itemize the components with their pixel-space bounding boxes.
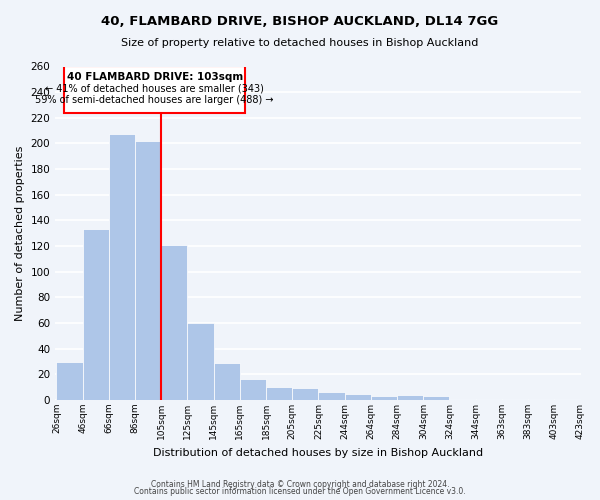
Bar (292, 388, 319, 400)
Bar (214, 363, 240, 400)
X-axis label: Distribution of detached houses by size in Bishop Auckland: Distribution of detached houses by size … (153, 448, 483, 458)
Text: 40, FLAMBARD DRIVE, BISHOP AUCKLAND, DL14 7GG: 40, FLAMBARD DRIVE, BISHOP AUCKLAND, DL1… (101, 15, 499, 28)
Text: ← 41% of detached houses are smaller (343): ← 41% of detached houses are smaller (34… (45, 83, 264, 93)
Bar (266, 387, 292, 400)
Text: 40 FLAMBARD DRIVE: 103sqm: 40 FLAMBARD DRIVE: 103sqm (67, 72, 243, 82)
Bar (449, 398, 476, 400)
Bar (502, 398, 528, 400)
Bar (319, 392, 344, 400)
Bar (161, 245, 187, 400)
Text: Size of property relative to detached houses in Bishop Auckland: Size of property relative to detached ho… (121, 38, 479, 48)
Bar (371, 396, 397, 400)
Bar (344, 394, 371, 400)
Bar (240, 380, 266, 400)
Text: Contains HM Land Registry data © Crown copyright and database right 2024.: Contains HM Land Registry data © Crown c… (151, 480, 449, 489)
Bar (476, 398, 502, 400)
Bar (135, 141, 161, 400)
Bar (423, 396, 449, 400)
Bar (528, 398, 554, 400)
Bar (109, 134, 135, 400)
Y-axis label: Number of detached properties: Number of detached properties (15, 146, 25, 321)
Bar (187, 323, 214, 400)
Bar (83, 230, 109, 400)
Text: 59% of semi-detached houses are larger (488) →: 59% of semi-detached houses are larger (… (35, 94, 274, 104)
Bar (554, 398, 581, 400)
Text: Contains public sector information licensed under the Open Government Licence v3: Contains public sector information licen… (134, 487, 466, 496)
FancyBboxPatch shape (64, 66, 245, 112)
Bar (397, 395, 423, 400)
Bar (56, 362, 83, 400)
